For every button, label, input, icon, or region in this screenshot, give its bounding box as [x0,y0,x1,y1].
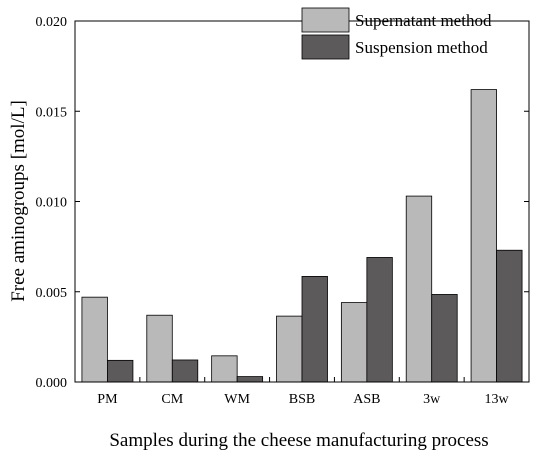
x-axis-title: Samples during the cheese manufacturing … [109,430,488,451]
bar-supernatant-BSB [276,315,303,383]
bar-supernatant-WM [211,355,238,383]
y-axis: 0.000 0.005 0.010 0.015 0.020 [36,15,529,391]
x-tick-label-PM: PM [97,392,118,407]
legend-label-suspension: Suspension method [355,38,488,57]
bar-supernatant-13w [470,89,497,383]
bar-supernatant-PM [81,296,108,383]
legend-swatch-suspension [301,34,350,60]
x-tick-label-3w: 3w [423,392,441,407]
legend-label-supernatant: Supernatant method [355,11,492,30]
legend-swatch-supernatant [301,7,350,33]
bar-suspension-PM [107,359,134,383]
x-tick-label-WM: WM [224,392,250,407]
bar-suspension-CM [171,359,199,383]
x-tick-label-ASB: ASB [353,392,380,407]
bars-group [81,89,523,383]
x-axis: PM CM WM BSB ASB 3w 13w [74,377,530,407]
y-tick-label: 0.015 [36,105,68,120]
bar-suspension-3w [431,294,458,383]
y-tick-label: 0.005 [36,286,68,301]
x-tick-label-13w: 13w [485,392,510,407]
bar-suspension-ASB [366,257,393,383]
x-tick-label-CM: CM [161,392,183,407]
bar-suspension-WM [236,376,264,383]
legend: Supernatant method Suspension method [301,7,492,60]
x-tick-label-BSB: BSB [289,392,315,407]
bar-supernatant-CM [146,314,173,383]
bar-suspension-BSB [301,276,328,383]
y-tick-label: 0.010 [36,196,68,211]
bar-suspension-13w [496,249,523,383]
bar-supernatant-3w [405,195,433,383]
y-tick-label: 0.000 [36,376,68,391]
y-axis-title: Free aminogroups [mol/L] [8,100,29,302]
bar-supernatant-ASB [340,302,368,383]
y-tick-label: 0.020 [36,15,68,30]
